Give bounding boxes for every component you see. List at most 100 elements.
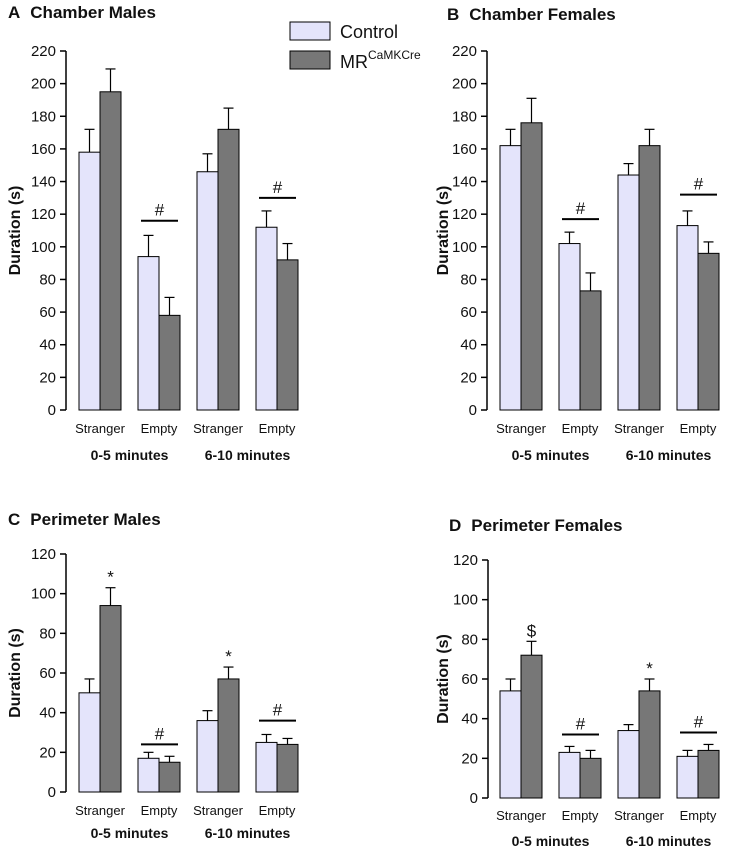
bar-control-3 <box>255 741 278 793</box>
panel-title-text: Perimeter Males <box>30 510 160 529</box>
significance-mark: # <box>155 724 165 743</box>
y-tick-label: 100 <box>31 239 56 256</box>
category-label: Stranger <box>614 421 665 436</box>
y-tick-label: 200 <box>452 76 477 93</box>
y-tick-label: 60 <box>39 304 56 321</box>
panel-title: D Perimeter Females <box>449 516 622 535</box>
legend-label-mr-sup: CaMKCre <box>368 48 421 62</box>
y-tick-label: 100 <box>452 239 477 256</box>
bar-mr-1 <box>158 761 181 793</box>
y-tick-label: 80 <box>39 625 56 642</box>
y-tick-label: 80 <box>39 271 56 288</box>
panel-letter: A <box>8 3 20 22</box>
significance-mark: # <box>694 175 704 194</box>
panel-letter: C <box>8 510 20 529</box>
y-tick-label: 60 <box>461 671 478 688</box>
y-tick-label: 160 <box>452 141 477 158</box>
bar-control-2 <box>617 730 640 799</box>
y-tick-label: 220 <box>452 43 477 60</box>
y-tick-label: 200 <box>31 76 56 93</box>
bar-control-1 <box>137 256 160 411</box>
bar-control-1 <box>137 757 160 793</box>
significance-mark: # <box>576 715 586 734</box>
panel-title-text: Chamber Males <box>30 3 156 22</box>
bar-control-2 <box>617 174 640 411</box>
group-label: 0-5 minutes <box>512 447 590 463</box>
y-tick-label: 20 <box>461 750 478 767</box>
legend-label-control: Control <box>340 22 398 42</box>
panel-letter: B <box>447 5 459 24</box>
bar-mr-2 <box>638 145 661 411</box>
bar-mr-2 <box>217 678 240 793</box>
group-label: 0-5 minutes <box>91 825 169 841</box>
significance-mark: # <box>273 701 283 720</box>
legend-label-mr-base: MR <box>340 52 368 72</box>
y-tick-label: 120 <box>453 552 478 569</box>
category-label: Empty <box>141 421 178 436</box>
y-tick-label: 140 <box>452 174 477 191</box>
bar-control-0 <box>499 145 522 411</box>
significance-mark: * <box>646 659 653 678</box>
bar-mr-2 <box>217 128 240 411</box>
y-tick-label: 100 <box>453 592 478 609</box>
panel-title-text: Chamber Females <box>469 5 615 24</box>
significance-mark: $ <box>527 621 537 640</box>
y-tick-label: 40 <box>39 705 56 722</box>
bar-mr-0 <box>520 122 543 411</box>
category-label: Empty <box>562 421 599 436</box>
significance-mark: # <box>576 199 586 218</box>
category-label: Stranger <box>496 421 547 436</box>
panel-letter: D <box>449 516 461 535</box>
y-axis-label: Duration (s) <box>435 186 452 276</box>
panel-a: A Chamber Males Duration (s) 0 20 40 60 80 100 12… <box>7 3 299 463</box>
bar-control-0 <box>78 151 101 411</box>
bar-control-0 <box>499 690 522 799</box>
y-tick-label: 40 <box>460 337 477 354</box>
group-label: 0-5 minutes <box>512 833 590 849</box>
significance-mark: # <box>155 201 165 220</box>
category-label: Empty <box>680 421 717 436</box>
y-tick-label: 0 <box>48 784 56 801</box>
y-tick-label: 20 <box>39 744 56 761</box>
significance-mark: * <box>225 647 232 666</box>
panel-title: B Chamber Females <box>447 5 616 24</box>
legend-swatch-mr <box>289 50 331 70</box>
group-label: 6-10 minutes <box>205 825 291 841</box>
group-label: 6-10 minutes <box>626 447 712 463</box>
legend-label-mr: MRCaMKCre <box>340 48 421 72</box>
y-tick-label: 20 <box>460 369 477 386</box>
bar-mr-3 <box>697 749 720 799</box>
panel-title: A Chamber Males <box>8 3 156 22</box>
y-axis-label: Duration (s) <box>7 186 24 276</box>
y-tick-label: 0 <box>469 402 477 419</box>
group-label: 0-5 minutes <box>91 447 169 463</box>
bar-mr-3 <box>276 743 299 793</box>
category-label: Empty <box>259 803 296 818</box>
bar-mr-2 <box>638 690 661 799</box>
panel-title-text: Perimeter Females <box>471 516 622 535</box>
y-tick-label: 120 <box>31 546 56 563</box>
y-tick-label: 40 <box>39 337 56 354</box>
bar-mr-1 <box>579 757 602 799</box>
category-label: Empty <box>141 803 178 818</box>
category-label: Stranger <box>496 808 547 823</box>
y-tick-label: 120 <box>452 206 477 223</box>
category-label: Stranger <box>193 421 244 436</box>
bar-control-1 <box>558 243 581 411</box>
category-label: Stranger <box>614 808 665 823</box>
group-label: 6-10 minutes <box>626 833 712 849</box>
y-tick-label: 20 <box>39 369 56 386</box>
category-label: Stranger <box>193 803 244 818</box>
bar-mr-0 <box>99 605 122 793</box>
legend-swatch-control <box>289 21 331 41</box>
y-tick-label: 120 <box>31 206 56 223</box>
category-label: Empty <box>259 421 296 436</box>
bar-control-1 <box>558 751 581 799</box>
bar-mr-3 <box>276 259 299 411</box>
panel-d: D Perimeter Females Duration (s) 0 20 40 60 80 1… <box>435 516 720 849</box>
y-tick-label: 40 <box>461 711 478 728</box>
y-axis-label: Duration (s) <box>435 634 452 724</box>
y-tick-label: 160 <box>31 141 56 158</box>
group-label: 6-10 minutes <box>205 447 291 463</box>
y-axis-label: Duration (s) <box>7 628 24 718</box>
